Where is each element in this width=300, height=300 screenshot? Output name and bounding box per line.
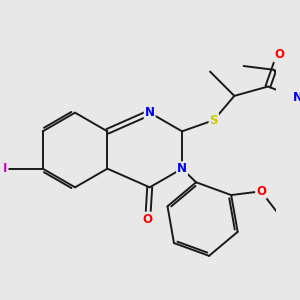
Text: O: O [143, 213, 153, 226]
Text: N: N [293, 91, 300, 104]
Text: I: I [3, 162, 8, 175]
Text: O: O [256, 185, 266, 198]
Text: N: N [145, 106, 155, 119]
Text: O: O [274, 48, 284, 61]
Text: N: N [177, 162, 187, 175]
Text: S: S [209, 114, 218, 127]
